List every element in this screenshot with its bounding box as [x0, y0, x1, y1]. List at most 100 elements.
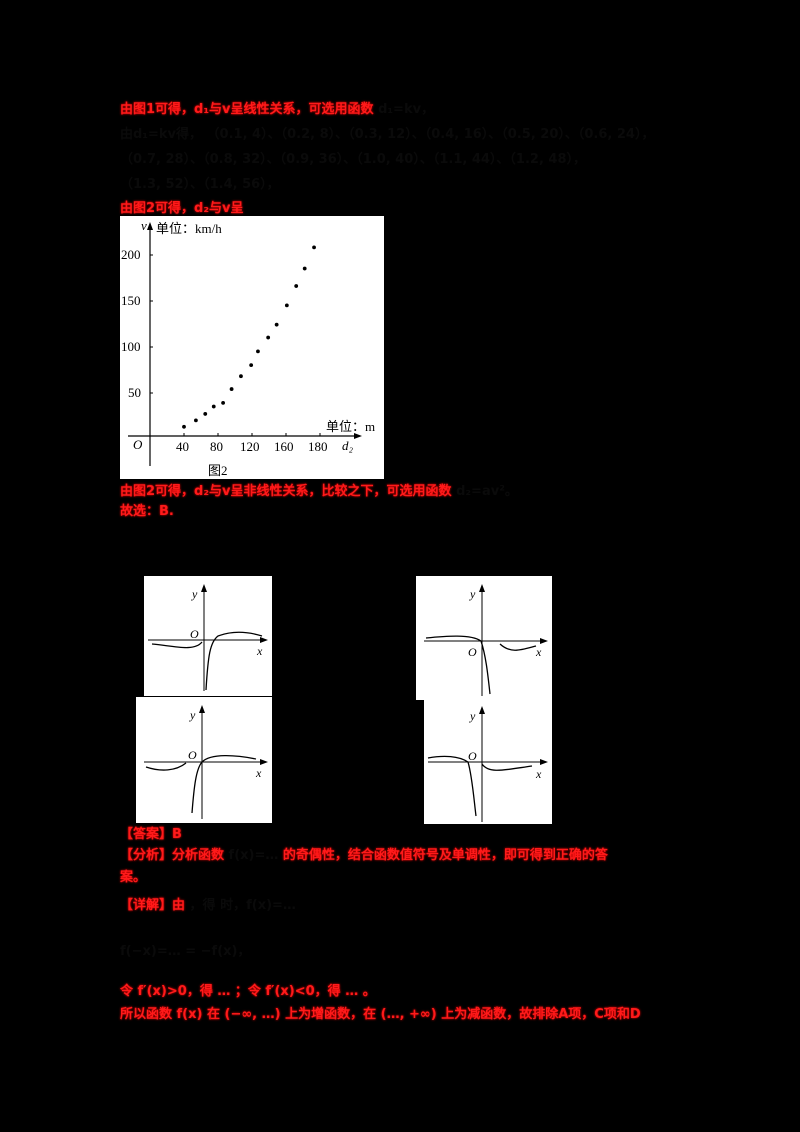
data-point — [284, 303, 289, 308]
text-line-6-formula: d₂=av²。 — [456, 484, 518, 499]
x-label: x — [256, 644, 263, 658]
chart-title: 图2 — [208, 463, 228, 478]
origin-label: O — [468, 645, 477, 659]
y-label: y — [469, 709, 476, 723]
x-unit-label: 单位：m — [326, 419, 376, 434]
analysis-formula: f(x)=… — [228, 848, 279, 863]
detail-line: 【详解】由 ，得 时，f(x)=… — [120, 896, 296, 916]
x-arrow-icon — [540, 759, 548, 765]
data-point — [312, 245, 316, 250]
data-point — [229, 387, 234, 391]
y-label: y — [189, 708, 196, 722]
x-arrow-icon — [260, 637, 268, 643]
analysis-end: 案。 — [120, 870, 147, 885]
y-arrow-icon — [201, 584, 207, 592]
x-tick-label: 40 — [176, 439, 189, 454]
answer-label: 【答案】B — [120, 827, 182, 842]
text-line-7-red: 故选：B. — [120, 504, 174, 519]
text-line-2: 由d₁=kv得， （0.1, 4）、（0.2, 8）、（0.3, 12）、（0.… — [120, 125, 654, 145]
y-arrow-icon — [479, 706, 485, 714]
data-point — [182, 424, 186, 429]
data-point — [221, 400, 225, 405]
y-arrow-icon — [199, 705, 205, 713]
origin-label: O — [190, 627, 199, 641]
x-label: x — [535, 645, 542, 659]
data-point — [266, 335, 271, 340]
text-line-2-lead: 由d₁=kv得， — [120, 127, 203, 142]
x-arrow-icon — [540, 638, 548, 644]
y-unit-label: 单位：km/h — [156, 221, 222, 236]
text-line-6: 由图2可得，d₂与v呈非线性关系，比较之下，可选用函数 d₂=av²。 — [120, 482, 518, 502]
analysis-lead: 【分析】分析函数 — [120, 848, 225, 863]
data-point — [211, 404, 216, 409]
x-label: x — [535, 767, 542, 781]
x-axis-arrow-icon — [354, 433, 362, 439]
text-line-6-red: 由图2可得，d₂与v呈非线性关系，比较之下，可选用函数 — [120, 484, 452, 499]
text-line-3-points: （0.7, 28）、（0.8, 32）、（0.9, 36）、（1.0, 40）、… — [120, 152, 587, 167]
option-graph-a-svg: y O x — [148, 584, 268, 691]
detail-tail: 时，f(x)=… — [220, 898, 296, 913]
option-graph-a[interactable]: y O x — [144, 576, 272, 696]
option-graph-c[interactable]: y O x — [136, 697, 272, 823]
data-points — [182, 245, 316, 429]
y-tick-label: 50 — [128, 385, 141, 400]
answer-line: 【答案】B — [120, 825, 182, 845]
y-tick-label: 100 — [121, 339, 141, 354]
analysis-end-line: 案。 — [120, 868, 146, 888]
condition-text: 令 f′(x)>0，得 … ；令 f′(x)<0，得 … 。 — [120, 984, 376, 999]
detail-mid: ，得 — [189, 898, 216, 913]
data-point — [194, 418, 198, 423]
option-graph-d-svg: y O x — [427, 706, 548, 822]
analysis-tail: 的奇偶性，结合函数值符号及单调性，即可得到正确的答 — [282, 848, 608, 863]
text-line-2-points: （0.1, 4）、（0.2, 8）、（0.3, 12）、（0.4, 16）、（0… — [206, 127, 655, 142]
detail-lead: 【详解】由 — [120, 898, 186, 913]
condition-line: 令 f′(x)>0，得 … ；令 f′(x)<0，得 … 。 — [120, 982, 376, 1002]
formula-line: f(−x)=… = −f(x)， — [120, 942, 250, 962]
text-line-5-red: 由图2可得，d₂与v呈 — [120, 201, 244, 216]
data-point — [239, 374, 243, 379]
scatter-chart-figure: v 单位：km/h 单位：m O d₂ 40 80 120 160 180 50… — [120, 216, 384, 479]
text-line-4-points: （1.3, 52）、（1.4, 56）， — [120, 177, 280, 192]
y-arrow-icon — [479, 584, 485, 592]
data-point — [274, 322, 279, 327]
data-point — [256, 349, 260, 354]
x-ticks — [183, 433, 321, 436]
x-label: x — [255, 766, 262, 780]
origin-label: O — [468, 749, 477, 763]
x-arrow-icon — [260, 759, 268, 765]
y-tick-label: 200 — [121, 247, 141, 262]
data-point — [203, 412, 208, 416]
text-line-1: 由图1可得，d₁与v呈线性关系，可选用函数 d₁=kv， — [120, 100, 434, 120]
option-graph-b-svg: y O x — [424, 584, 548, 696]
option-graph-c-svg: y O x — [144, 705, 268, 819]
x-tick-label: 120 — [240, 439, 260, 454]
text-line-4: （1.3, 52）、（1.4, 56）， — [120, 175, 280, 195]
data-point — [294, 284, 299, 288]
text-line-1-formula: d₁=kv， — [378, 102, 435, 117]
option-graph-d[interactable]: y O x — [424, 700, 552, 824]
analysis-line: 【分析】分析函数 f(x)=… 的奇偶性，结合函数值符号及单调性，即可得到正确的… — [120, 846, 608, 866]
y-ticks — [150, 254, 153, 394]
option-graph-b[interactable]: y O x — [416, 576, 552, 700]
text-line-5: 由图2可得，d₂与v呈 — [120, 199, 244, 219]
y-axis-arrow-icon — [147, 222, 153, 230]
text-line-7: 故选：B. — [120, 502, 174, 522]
text-line-1-red: 由图1可得，d₁与v呈线性关系，可选用函数 — [120, 102, 374, 117]
origin-label: O — [133, 437, 143, 452]
text-line-3: （0.7, 28）、（0.8, 32）、（0.9, 36）、（1.0, 40）、… — [120, 150, 586, 170]
x-axis-label: d₂ — [342, 438, 354, 453]
y-axis-label: v — [141, 218, 147, 233]
data-point — [249, 363, 254, 368]
x-tick-label: 180 — [308, 439, 328, 454]
y-label: y — [469, 587, 476, 601]
x-tick-label: 80 — [210, 439, 223, 454]
origin-label: O — [188, 748, 197, 762]
final-text: 所以函数 f(x) 在 (−∞, …) 上为增函数，在 (…, +∞) 上为减函… — [120, 1007, 641, 1022]
final-line: 所以函数 f(x) 在 (−∞, …) 上为增函数，在 (…, +∞) 上为减函… — [120, 1005, 641, 1025]
formula-text: f(−x)=… = −f(x)， — [120, 944, 251, 959]
y-tick-label: 150 — [121, 293, 141, 308]
y-label: y — [191, 587, 198, 601]
scatter-chart-svg — [128, 222, 362, 466]
data-point — [302, 266, 307, 271]
x-tick-label: 160 — [274, 439, 294, 454]
